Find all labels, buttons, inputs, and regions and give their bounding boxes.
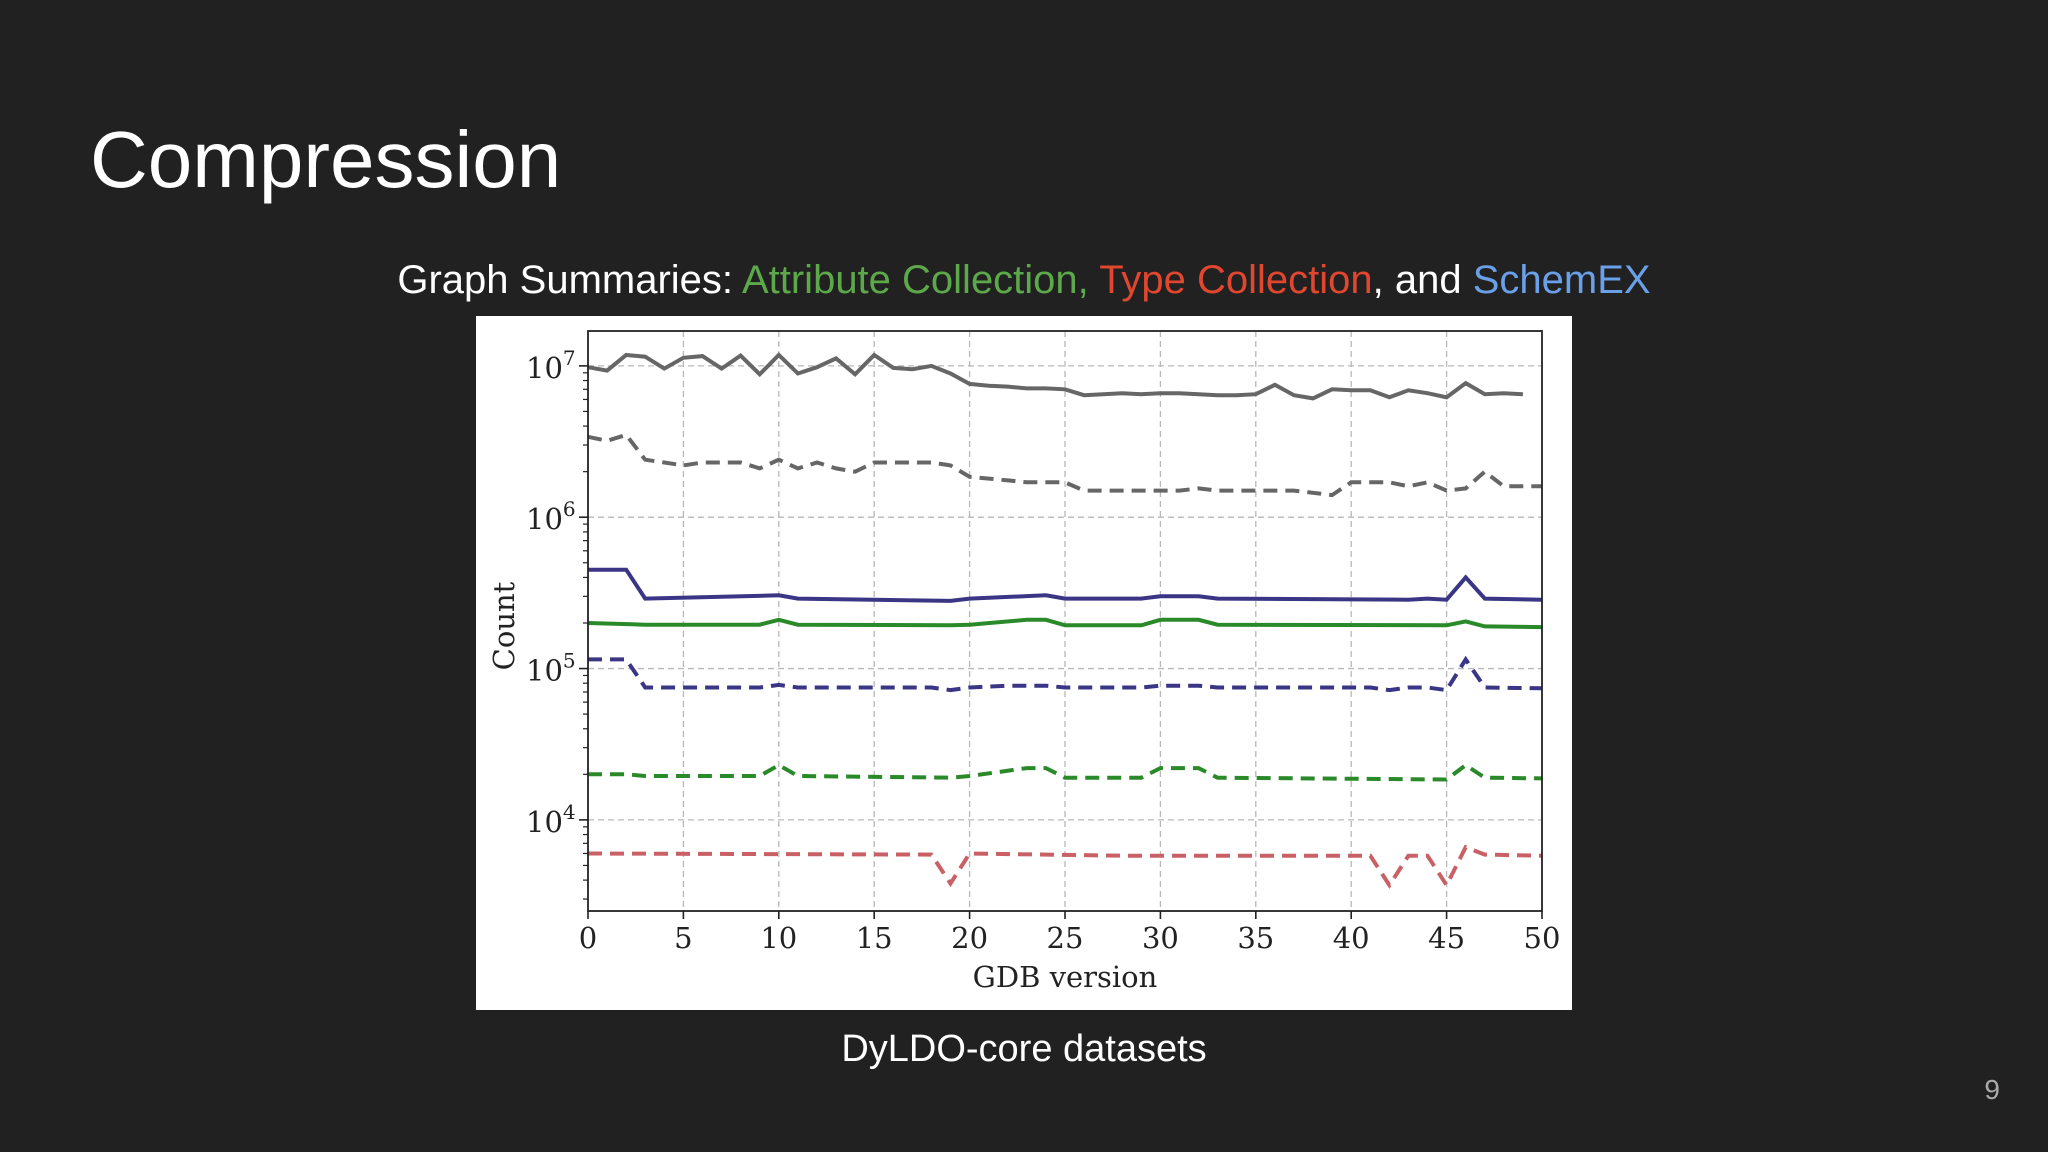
page-number: 9 — [1984, 1074, 2000, 1105]
x-tick-label: 40 — [1333, 921, 1370, 955]
series-line-3 — [588, 567, 1543, 603]
y-axis-label: Count — [487, 581, 521, 670]
x-tick-label: 15 — [856, 921, 893, 955]
x-tick-label: 10 — [760, 921, 797, 955]
series-line-7 — [587, 844, 1543, 890]
subtitle-and: , and — [1372, 258, 1473, 302]
x-tick-label: 30 — [1142, 921, 1179, 955]
x-tick-label: 25 — [1047, 921, 1084, 955]
y-tick-label: 106 — [526, 497, 576, 536]
x-tick-label: 50 — [1524, 921, 1561, 955]
chart-caption: DyLDO-core datasets — [841, 1028, 1207, 1070]
subtitle-schemex: SchemEX — [1472, 258, 1651, 302]
y-tick-label: 105 — [526, 649, 576, 688]
x-tick-label: 0 — [579, 921, 597, 955]
x-axis-label: GDB version — [973, 960, 1158, 994]
subtitle-separator — [1089, 258, 1099, 302]
x-tick-label: 5 — [674, 921, 692, 955]
series-line-1 — [587, 352, 1524, 401]
series-line-2 — [587, 432, 1542, 498]
chart-panel: 0 5 10 15 20 25 30 35 40 45 50 104 105 106 107 GDB vers… — [476, 316, 1572, 1010]
series-line-4 — [587, 617, 1543, 630]
line-chart: 0 5 10 15 20 25 30 35 40 45 50 104 105 106 107 GDB vers… — [487, 330, 1561, 994]
x-tick-label: 35 — [1237, 921, 1274, 955]
subtitle-prefix: Graph Summaries: — [397, 258, 742, 302]
x-tick-label: 20 — [951, 921, 988, 955]
y-tick-label: 107 — [526, 346, 576, 385]
x-tick-label: 45 — [1428, 921, 1465, 955]
y-tick-label: 104 — [526, 800, 576, 839]
subtitle-attribute-collection: Attribute Collection, — [741, 258, 1089, 302]
chart-subtitle: Graph Summaries: Attribute Collection, T… — [0, 258, 2048, 303]
slide-title: Compression — [90, 115, 562, 204]
series-line-6 — [588, 762, 1543, 782]
series-line-5 — [588, 655, 1543, 693]
subtitle-type-collection: Type Collection — [1099, 258, 1373, 302]
